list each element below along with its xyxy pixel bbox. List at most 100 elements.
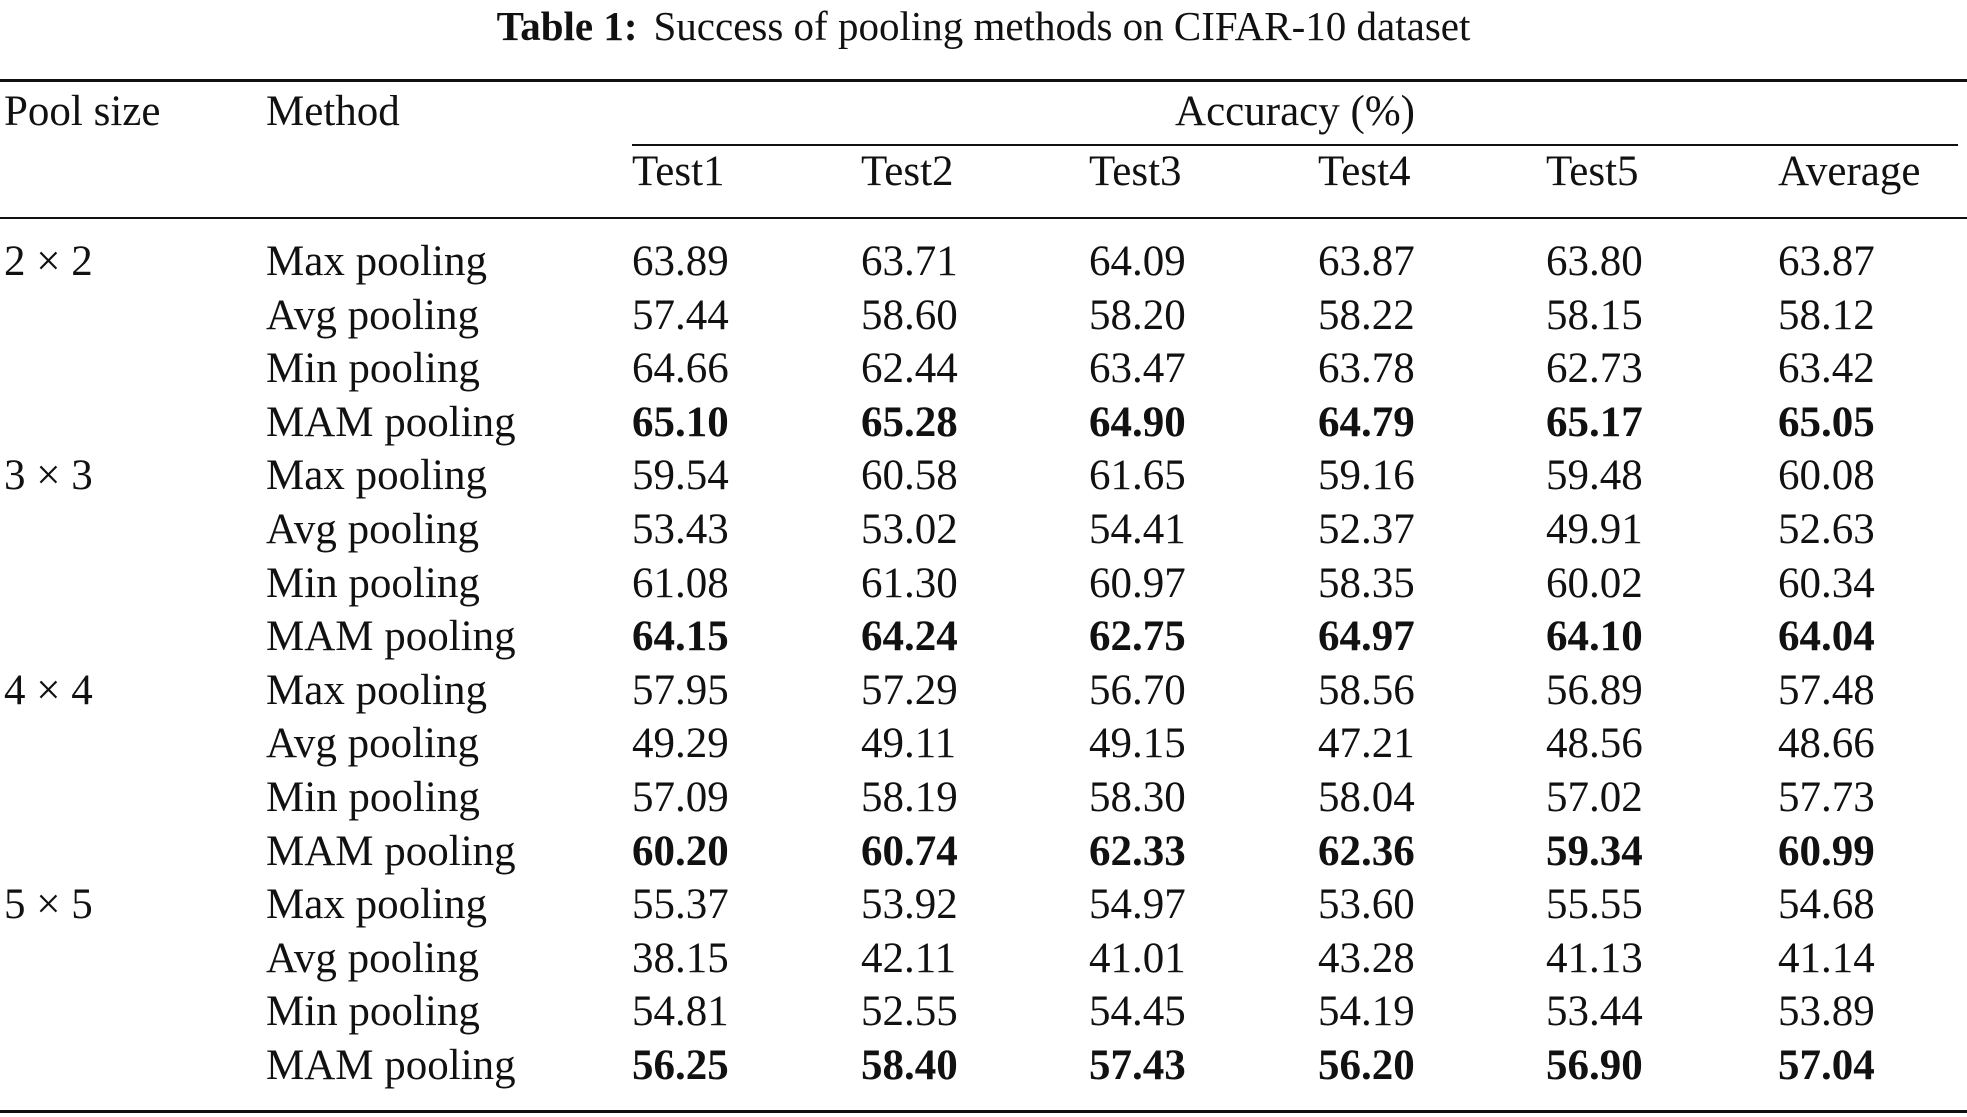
value-cell: 41.14: [1778, 934, 1875, 982]
value-cell: 62.36: [1318, 827, 1415, 875]
value-cell: 59.34: [1546, 827, 1643, 875]
header-test3: Test3: [1089, 148, 1182, 195]
value-cell: 60.58: [861, 452, 958, 500]
pool-size-cell: 2 × 2: [4, 238, 93, 285]
value-cell: 52.37: [1318, 506, 1415, 553]
value-cell: 56.20: [1318, 1042, 1415, 1089]
value-cell: 57.02: [1546, 774, 1643, 821]
value-cell: 62.33: [1089, 827, 1186, 875]
header-average: Average: [1778, 148, 1921, 195]
value-cell: 58.56: [1318, 666, 1415, 714]
value-cell: 38.15: [632, 934, 729, 982]
value-cell: 64.90: [1089, 398, 1186, 446]
value-cell: 60.74: [861, 827, 958, 875]
header-method: Method: [266, 88, 400, 135]
value-cell: 57.44: [632, 291, 729, 339]
value-cell: 57.48: [1778, 666, 1875, 714]
value-cell: 62.73: [1546, 345, 1643, 393]
value-cell: 64.15: [632, 613, 729, 661]
value-cell: 56.70: [1089, 666, 1186, 714]
value-cell: 53.44: [1546, 988, 1643, 1036]
value-cell: 57.09: [632, 774, 729, 821]
method-cell: Avg pooling: [266, 720, 480, 768]
value-cell: 55.55: [1546, 881, 1643, 929]
method-cell: Max pooling: [266, 452, 487, 500]
value-cell: 60.97: [1089, 559, 1186, 607]
value-cell: 47.21: [1318, 720, 1415, 768]
value-cell: 54.19: [1318, 988, 1415, 1036]
value-cell: 59.54: [632, 452, 729, 500]
value-cell: 49.11: [861, 720, 957, 768]
value-cell: 65.17: [1546, 398, 1643, 446]
method-cell: Min pooling: [266, 345, 480, 393]
value-cell: 63.80: [1546, 238, 1643, 285]
value-cell: 64.10: [1546, 613, 1643, 661]
value-cell: 53.43: [632, 506, 729, 553]
value-cell: 49.91: [1546, 506, 1643, 553]
value-cell: 56.25: [632, 1042, 729, 1089]
accuracy-subrule: [632, 144, 1958, 146]
value-cell: 58.20: [1089, 291, 1186, 339]
value-cell: 49.15: [1089, 720, 1186, 768]
value-cell: 58.19: [861, 774, 958, 821]
value-cell: 58.04: [1318, 774, 1415, 821]
header-test2: Test2: [861, 148, 954, 195]
value-cell: 48.66: [1778, 720, 1875, 768]
value-cell: 52.55: [861, 988, 958, 1036]
pool-size-cell: 4 × 4: [4, 666, 93, 714]
value-cell: 63.87: [1778, 238, 1875, 285]
value-cell: 64.09: [1089, 238, 1186, 285]
value-cell: 59.48: [1546, 452, 1643, 500]
header-pool-size: Pool size: [4, 88, 161, 135]
method-cell: Avg pooling: [266, 291, 480, 339]
value-cell: 41.13: [1546, 934, 1643, 982]
value-cell: 58.12: [1778, 291, 1875, 339]
value-cell: 63.87: [1318, 238, 1415, 285]
value-cell: 58.40: [861, 1042, 958, 1089]
method-cell: Max pooling: [266, 881, 487, 929]
value-cell: 59.16: [1318, 452, 1415, 500]
value-cell: 52.63: [1778, 506, 1875, 553]
value-cell: 41.01: [1089, 934, 1186, 982]
value-cell: 63.89: [632, 238, 729, 285]
caption-text: Success of pooling methods on CIFAR-10 d…: [653, 3, 1471, 49]
value-cell: 57.43: [1089, 1042, 1186, 1089]
value-cell: 54.41: [1089, 506, 1186, 553]
value-cell: 60.08: [1778, 452, 1875, 500]
value-cell: 56.90: [1546, 1042, 1643, 1089]
pool-size-cell: 5 × 5: [4, 881, 93, 929]
header-test5: Test5: [1546, 148, 1639, 195]
value-cell: 63.78: [1318, 345, 1415, 393]
value-cell: 53.89: [1778, 988, 1875, 1036]
value-cell: 54.81: [632, 988, 729, 1036]
value-cell: 58.60: [861, 291, 958, 339]
method-cell: MAM pooling: [266, 613, 516, 661]
method-cell: Max pooling: [266, 238, 487, 285]
value-cell: 54.45: [1089, 988, 1186, 1036]
value-cell: 57.73: [1778, 774, 1875, 821]
value-cell: 62.75: [1089, 613, 1186, 661]
bottom-rule: [0, 1110, 1967, 1113]
value-cell: 63.42: [1778, 345, 1875, 393]
value-cell: 61.08: [632, 559, 729, 607]
value-cell: 48.56: [1546, 720, 1643, 768]
header-test1: Test1: [632, 148, 725, 195]
value-cell: 65.05: [1778, 398, 1875, 446]
value-cell: 62.44: [861, 345, 958, 393]
value-cell: 53.60: [1318, 881, 1415, 929]
value-cell: 42.11: [861, 934, 957, 982]
value-cell: 53.02: [861, 506, 958, 553]
value-cell: 60.02: [1546, 559, 1643, 607]
value-cell: 56.89: [1546, 666, 1643, 714]
value-cell: 57.29: [861, 666, 958, 714]
value-cell: 57.04: [1778, 1042, 1875, 1089]
value-cell: 64.24: [861, 613, 958, 661]
method-cell: Avg pooling: [266, 506, 480, 553]
table-caption: Table 1: Success of pooling methods on CI…: [0, 0, 1967, 52]
method-cell: Avg pooling: [266, 934, 480, 982]
value-cell: 61.30: [861, 559, 958, 607]
pool-size-cell: 3 × 3: [4, 452, 93, 500]
header-rule: [0, 217, 1967, 219]
value-cell: 58.15: [1546, 291, 1643, 339]
